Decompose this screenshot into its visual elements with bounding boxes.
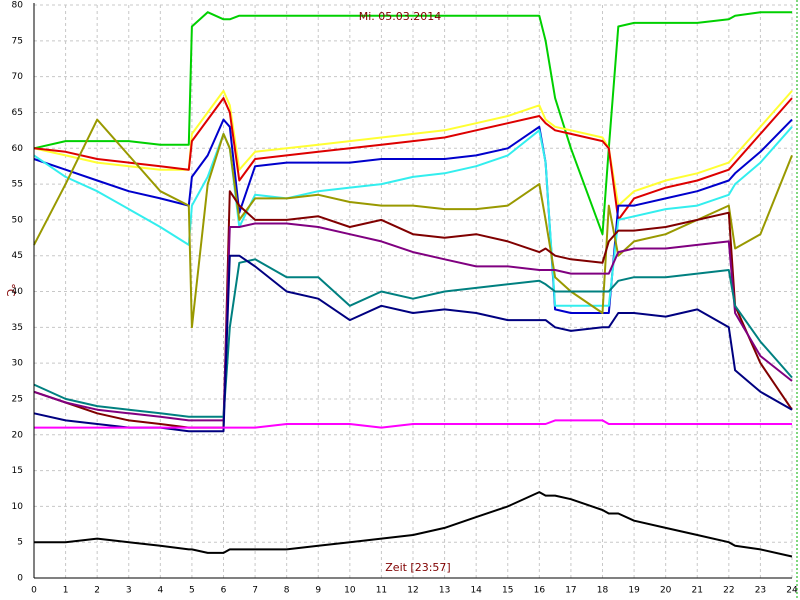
x-tick-label: 10 [344,586,356,596]
series-line [33,254,793,433]
y-tick-label: 45 [12,251,23,261]
chart-title: Mi. 05.03.2014 [359,10,442,23]
x-tick-label: 7 [252,586,258,596]
series-line [33,97,793,221]
grid [33,4,793,579]
y-tick-label: 60 [12,144,24,154]
x-tick-label: 15 [502,586,513,596]
x-tick-label: 14 [470,586,482,596]
x-tick-label: 16 [534,586,546,596]
y-tick-label: 25 [12,394,23,404]
series-line [33,118,793,314]
y-tick-label: 30 [12,359,24,369]
lines [33,11,793,558]
x-tick-label: 19 [628,586,640,596]
y-tick-label: 15 [12,466,23,476]
series-line [33,118,793,329]
y-tick-label: 65 [12,108,23,118]
series-line [33,222,793,422]
x-tick-label: 11 [376,586,387,596]
x-tick-label: 9 [315,586,321,596]
y-tick-label: 0 [17,574,23,584]
series-line [34,419,792,429]
x-tick-label: 12 [407,586,418,596]
x-tick-label: 1 [63,586,69,596]
series-line [33,11,792,236]
x-tick-label: 22 [723,586,734,596]
y-tick-label: 35 [12,323,23,333]
series-line [33,258,793,418]
y-tick-label: 40 [12,287,24,297]
x-tick-label: 20 [660,586,672,596]
y-tick-label: 75 [12,36,23,46]
y-tick-label: 70 [12,72,24,82]
x-tick-label: 8 [284,586,290,596]
y-tick-label: 50 [12,215,24,225]
x-tick-label: 5 [189,586,195,596]
x-tick-label: 6 [221,586,227,596]
x-axis-label: Zeit [23:57] [385,561,450,574]
y-tick-label: 80 [12,1,24,11]
x-tick-label: 24 [786,586,798,596]
x-tick-label: 23 [755,586,766,596]
x-tick-label: 17 [565,586,576,596]
y-tick-label: 5 [17,538,23,548]
y-tick-label: 10 [12,502,24,512]
y-tick-label: 55 [12,180,23,190]
x-tick-label: 13 [439,586,450,596]
x-tick-label: 0 [31,586,37,596]
y-tick-label: 20 [12,430,24,440]
x-tick-label: 21 [692,586,703,596]
y-axis-label: °C [4,283,17,297]
x-tick-label: 3 [126,586,132,596]
x-tick-label: 4 [157,586,163,596]
series-line [34,491,793,558]
x-tick-label: 2 [94,586,100,596]
x-tick-label: 18 [597,586,609,596]
series-line [33,126,793,307]
